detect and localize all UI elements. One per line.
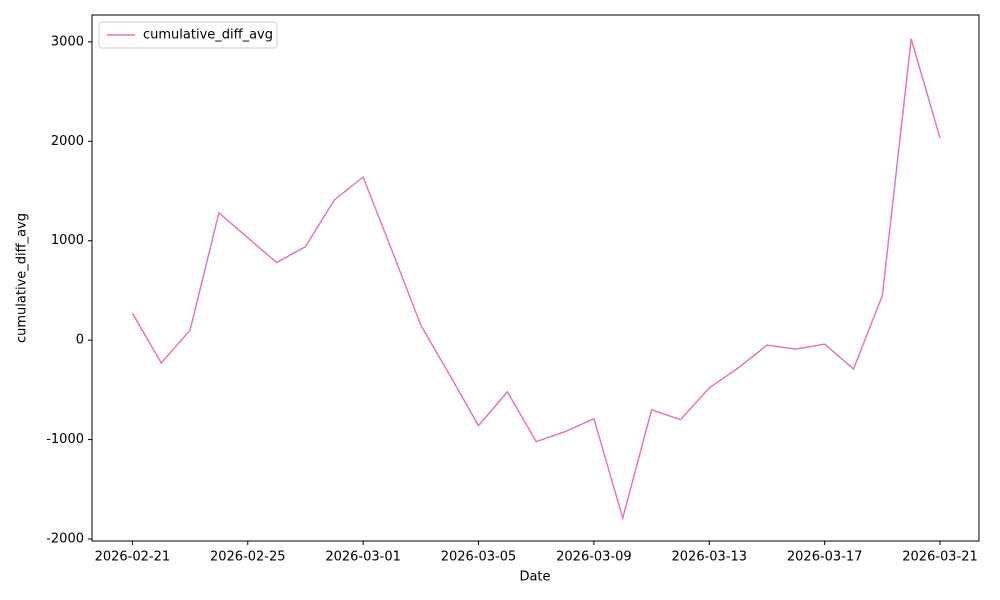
x-tick-label: 2026-03-01 — [325, 550, 401, 565]
x-tick-label: 2026-03-09 — [556, 550, 632, 565]
plot-frame — [91, 14, 980, 542]
x-tick-label: 2026-02-25 — [210, 550, 286, 565]
legend-box — [98, 21, 278, 49]
y-tick-label: -2000 — [46, 532, 84, 547]
y-tick-label: 2000 — [51, 134, 84, 149]
x-tick-label: 2026-03-05 — [441, 550, 517, 565]
y-tick-label: -1000 — [46, 432, 84, 447]
y-tick-label: 1000 — [51, 233, 84, 248]
y-axis-label: cumulative_diff_avg — [15, 213, 30, 343]
line-series — [131, 38, 941, 521]
x-tick-label: 2026-02-21 — [95, 550, 171, 565]
x-tick-label: 2026-03-13 — [672, 550, 748, 565]
x-axis-label: Date — [519, 570, 550, 585]
legend-label: cumulative_diff_avg — [143, 28, 273, 43]
y-tick-label: 3000 — [51, 34, 84, 49]
y-tick-label: 0 — [76, 333, 84, 348]
x-tick-label: 2026-03-17 — [787, 550, 863, 565]
x-tick-label: 2026-03-21 — [902, 550, 978, 565]
